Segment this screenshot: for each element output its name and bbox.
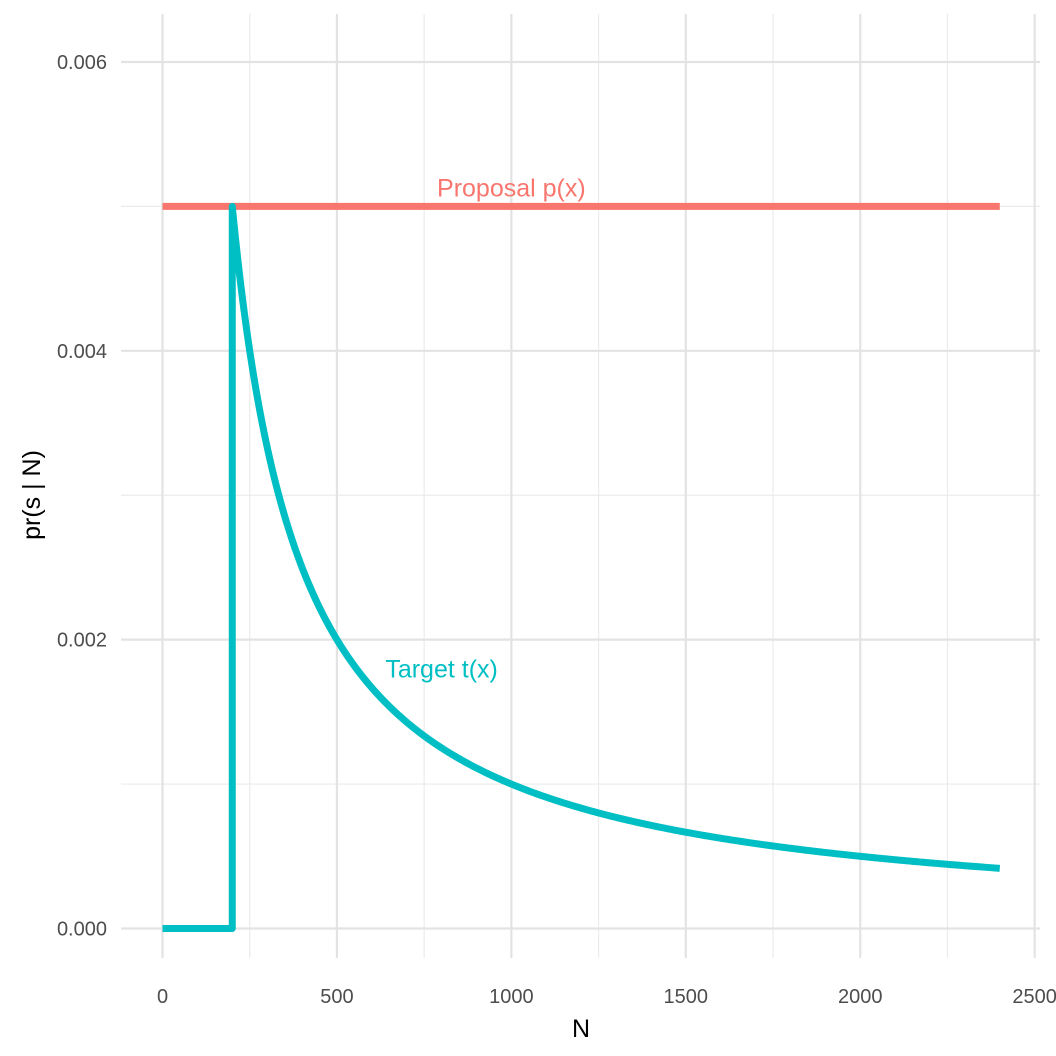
x-axis-title: N	[572, 1015, 590, 1043]
x-tick-label: 1000	[489, 986, 534, 1008]
series-target-line	[162, 202, 1002, 932]
annotation-proposal: Proposal p(x)	[437, 175, 586, 203]
x-tick-label: 1500	[664, 986, 709, 1008]
y-tick-label: 0.002	[57, 630, 107, 652]
x-tick-label: 500	[320, 986, 353, 1008]
y-axis-title: pr(s | N)	[18, 450, 46, 540]
annotation-target: Target t(x)	[385, 656, 498, 684]
annotations: Proposal p(x) Target t(x)	[385, 175, 585, 684]
grid-minor	[121, 14, 1040, 958]
y-tick-label: 0.000	[57, 919, 107, 941]
x-tick-label: 0	[157, 986, 168, 1008]
y-tick-label: 0.004	[57, 341, 107, 363]
x-tick-label: 2500	[1012, 986, 1056, 1008]
x-tick-labels: 0 500 1000 1500 2000 2500	[157, 986, 1056, 1008]
grid-major	[121, 14, 1040, 958]
y-tick-label: 0.006	[57, 52, 107, 74]
series-layer	[162, 202, 1002, 932]
x-tick-label: 2000	[838, 986, 883, 1008]
y-tick-labels: 0.000 0.002 0.004 0.006	[57, 52, 107, 941]
